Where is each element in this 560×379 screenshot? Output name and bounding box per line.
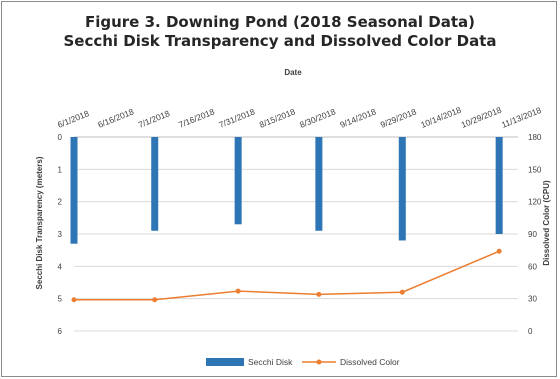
y2-tick-label: 120 <box>528 198 542 207</box>
secchi-bar <box>495 137 503 234</box>
x-tick-label: 7/1/2018 <box>137 108 172 130</box>
y-tick-label: 2 <box>58 198 63 207</box>
y-tick-label: 1 <box>58 165 63 174</box>
secchi-bar <box>315 137 323 231</box>
chart-subtitle: Secchi Disk Transparency and Dissolved C… <box>63 32 497 50</box>
y2-tick-label: 180 <box>528 133 542 142</box>
x-tick-label: 10/29/2018 <box>460 105 503 130</box>
legend-label-color: Dissolved Color <box>340 357 400 367</box>
dissolved-color-line <box>71 248 502 303</box>
y-tick-label: 0 <box>58 133 63 142</box>
y-tick-label: 3 <box>58 230 63 239</box>
legend-swatch-secchi <box>206 358 244 366</box>
legend: Secchi Disk Dissolved Color <box>206 357 400 367</box>
y2-tick-label: 90 <box>528 230 537 239</box>
x-tick-label: 6/16/2018 <box>96 106 135 130</box>
y-axis-label: Secchi Disk Transparency (meters) <box>35 156 44 289</box>
legend-label-secchi: Secchi Disk <box>248 357 293 367</box>
legend-marker-color <box>316 359 322 365</box>
y2-tick-label: 0 <box>528 327 533 336</box>
secchi-bar <box>234 137 242 225</box>
x-tick-label: 9/29/2018 <box>379 106 418 130</box>
dissolved-color-path <box>74 250 500 301</box>
y-tick-label: 5 <box>58 295 63 304</box>
secchi-bar <box>398 137 406 241</box>
dissolved-color-point <box>316 291 322 297</box>
secchi-bar <box>70 137 78 244</box>
x-tick-label: 9/14/2018 <box>339 106 378 130</box>
dissolved-color-point <box>496 248 502 254</box>
y-tick-label: 6 <box>58 327 63 336</box>
x-tick-label: 8/15/2018 <box>258 106 297 130</box>
secchi-bars <box>70 137 503 244</box>
y2-ticks: 180 150 120 90 60 30 0 <box>528 133 542 336</box>
secchi-bar <box>151 137 159 231</box>
grid <box>74 136 518 332</box>
y2-tick-label: 30 <box>528 295 537 304</box>
dissolved-color-point <box>235 288 241 294</box>
x-tick-label: 7/31/2018 <box>217 106 256 130</box>
chart-title: Figure 3. Downing Pond (2018 Seasonal Da… <box>84 13 475 31</box>
y2-tick-label: 60 <box>528 262 537 271</box>
x-tick-label: 11/13/2018 <box>500 105 543 130</box>
y-tick-label: 4 <box>58 262 63 271</box>
x-ticks: 6/1/2018 6/16/2018 7/1/2018 7/16/2018 7/31/2… <box>56 105 543 130</box>
y-ticks: 0 1 2 3 4 5 6 <box>58 133 63 336</box>
x-tick-label: 6/1/2018 <box>56 108 91 130</box>
x-tick-label: 7/16/2018 <box>177 106 216 130</box>
x-tick-label: 10/14/2018 <box>419 105 462 130</box>
dissolved-color-point <box>152 297 158 303</box>
x-tick-label: 8/30/2018 <box>298 106 337 130</box>
x-axis-label: Date <box>284 68 302 77</box>
y2-axis-label: Dissolved Color (CPU) <box>542 180 551 266</box>
dissolved-color-point <box>71 297 77 303</box>
y2-tick-label: 150 <box>528 165 542 174</box>
dissolved-color-point <box>399 289 405 295</box>
